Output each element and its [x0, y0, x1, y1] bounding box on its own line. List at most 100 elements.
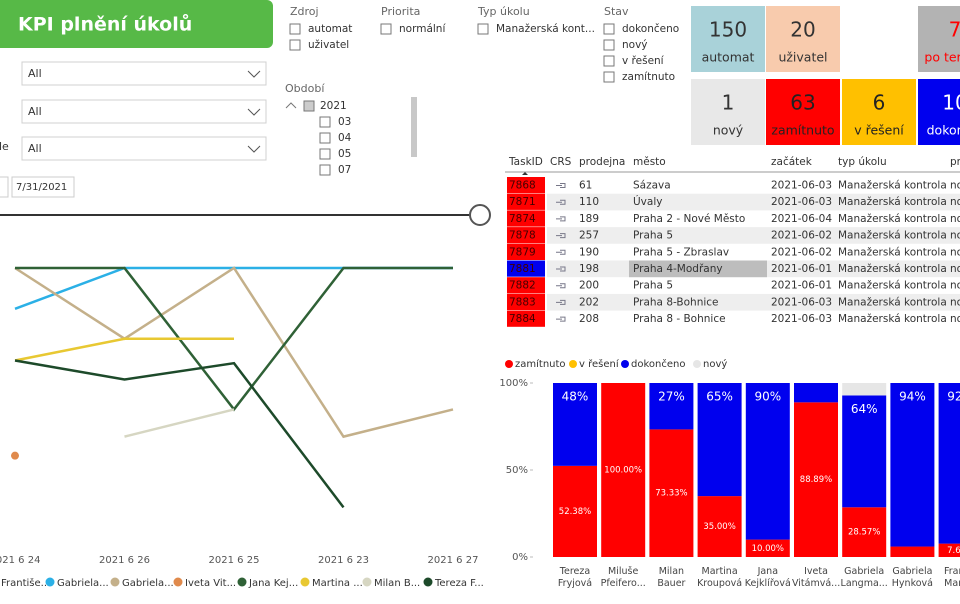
column-header: pr	[950, 156, 960, 168]
checkbox[interactable]	[289, 23, 301, 35]
row-stripe	[547, 227, 960, 244]
bar-segment	[649, 429, 694, 557]
slicer-option: dokončeno	[622, 23, 679, 35]
y-tick-label: 100%	[499, 378, 528, 389]
x-tick-label: Tereza Fryjová	[557, 566, 593, 589]
table-cell: Praha 5	[633, 230, 673, 242]
kpi-label: automat	[702, 50, 755, 65]
table-cell: 2021-06-03	[771, 313, 832, 325]
checkbox[interactable]	[603, 23, 615, 35]
row-stripe	[547, 193, 960, 211]
x-tick-label: 2021 6 26	[99, 555, 150, 566]
table-cell: 257	[579, 230, 599, 242]
checkbox[interactable]	[603, 39, 615, 51]
table-cell: no	[950, 246, 960, 258]
link-icon[interactable]	[556, 183, 566, 188]
table-cell: Praha 5	[633, 280, 673, 292]
date-end[interactable]	[11, 176, 75, 198]
table-cell: 7881	[509, 263, 536, 275]
kpi-card	[766, 6, 840, 72]
x-tick-label: 2021 6 24	[0, 555, 40, 566]
legend-dot	[693, 360, 701, 368]
checkbox[interactable]	[603, 71, 615, 83]
table-cell: 7871	[509, 196, 536, 208]
period-title: Období	[285, 82, 325, 95]
table-cell: no	[950, 196, 960, 208]
x-tick-label: 2021 6 23	[318, 555, 369, 566]
taskid-cell	[507, 227, 545, 244]
period-year: 2021	[320, 100, 347, 112]
checkbox[interactable]	[319, 164, 331, 176]
chevron	[247, 70, 261, 78]
dropdown[interactable]	[21, 136, 267, 161]
dropdown[interactable]	[21, 99, 267, 124]
link-icon[interactable]	[556, 266, 566, 272]
table-cell: 2021-06-03	[771, 180, 832, 192]
link-icon[interactable]	[556, 199, 566, 205]
link-icon[interactable]	[556, 249, 566, 255]
link-icon[interactable]	[556, 299, 566, 305]
date-start[interactable]	[0, 176, 9, 198]
table-cell: 7879	[509, 246, 536, 258]
slicer-title: Stav	[604, 5, 629, 18]
legend-label: Gabriela...	[122, 578, 174, 589]
value-label: 73.33%	[655, 489, 687, 499]
bar-segment	[890, 546, 935, 557]
scrollbar	[411, 97, 417, 157]
line	[14, 266, 453, 310]
link-icon[interactable]	[556, 216, 566, 222]
x-tick-label: Iveta Vitámvá...	[792, 566, 840, 589]
checkbox[interactable]	[289, 39, 301, 51]
link-icon[interactable]	[556, 283, 566, 289]
checkbox[interactable]	[319, 148, 331, 160]
legend-label: Tereza F...	[434, 578, 484, 589]
legend-label: zamítnuto	[515, 358, 566, 370]
x-tick-label: Miluše Pfeifero...	[600, 566, 646, 589]
checkbox[interactable]	[303, 100, 315, 112]
kpi-card	[918, 79, 960, 145]
slicer-option: normální	[399, 23, 446, 35]
table-cell: 208	[579, 313, 599, 325]
table-cell: Sázava	[633, 180, 671, 192]
dropdown-value: All	[28, 105, 42, 118]
legend-dot	[423, 577, 433, 587]
slicer-option: Manažerská kont...	[496, 23, 595, 35]
legend-label: nový	[703, 358, 727, 370]
period-month: 03	[338, 116, 351, 128]
taskid-cell	[507, 310, 545, 327]
checkbox[interactable]	[380, 23, 392, 35]
legend-dot	[505, 360, 513, 368]
table-cell: 2021-06-04	[771, 213, 832, 225]
link-icon[interactable]	[556, 233, 566, 239]
table-cell: no	[950, 230, 960, 242]
legend-dot	[110, 577, 120, 587]
checkbox[interactable]	[319, 116, 331, 128]
filter-label: le	[0, 140, 9, 153]
caret	[285, 102, 297, 109]
slicer-title: Zdroj	[290, 5, 319, 18]
kpi-value: 20	[790, 18, 815, 42]
selected-cell	[629, 260, 767, 278]
legend-label: Jana Kej...	[248, 578, 298, 589]
checkbox[interactable]	[477, 23, 489, 35]
legend-dot	[362, 577, 372, 587]
link-icon[interactable]	[556, 316, 566, 322]
slider-handle[interactable]	[469, 204, 491, 226]
legend-dot	[237, 577, 247, 587]
slicer-option: automat	[308, 23, 352, 35]
table-cell: Manažerská kontrola	[838, 263, 947, 275]
bar-segment	[938, 383, 960, 544]
dropdown[interactable]	[21, 61, 267, 86]
checkbox[interactable]	[603, 55, 615, 67]
taskid-cell	[507, 260, 545, 277]
slicer-option: uživatel	[308, 39, 349, 51]
legend-label: Františe...	[1, 577, 50, 589]
taskid-cell	[507, 277, 545, 294]
legend-label: Gabriela...	[57, 578, 109, 589]
table-cell: 2021-06-02	[771, 230, 832, 242]
checkbox[interactable]	[319, 132, 331, 144]
x-tick-label: 2021 6 25	[209, 555, 260, 566]
taskid-cell	[507, 177, 545, 194]
table-cell: Manažerská kontrola	[838, 296, 947, 308]
